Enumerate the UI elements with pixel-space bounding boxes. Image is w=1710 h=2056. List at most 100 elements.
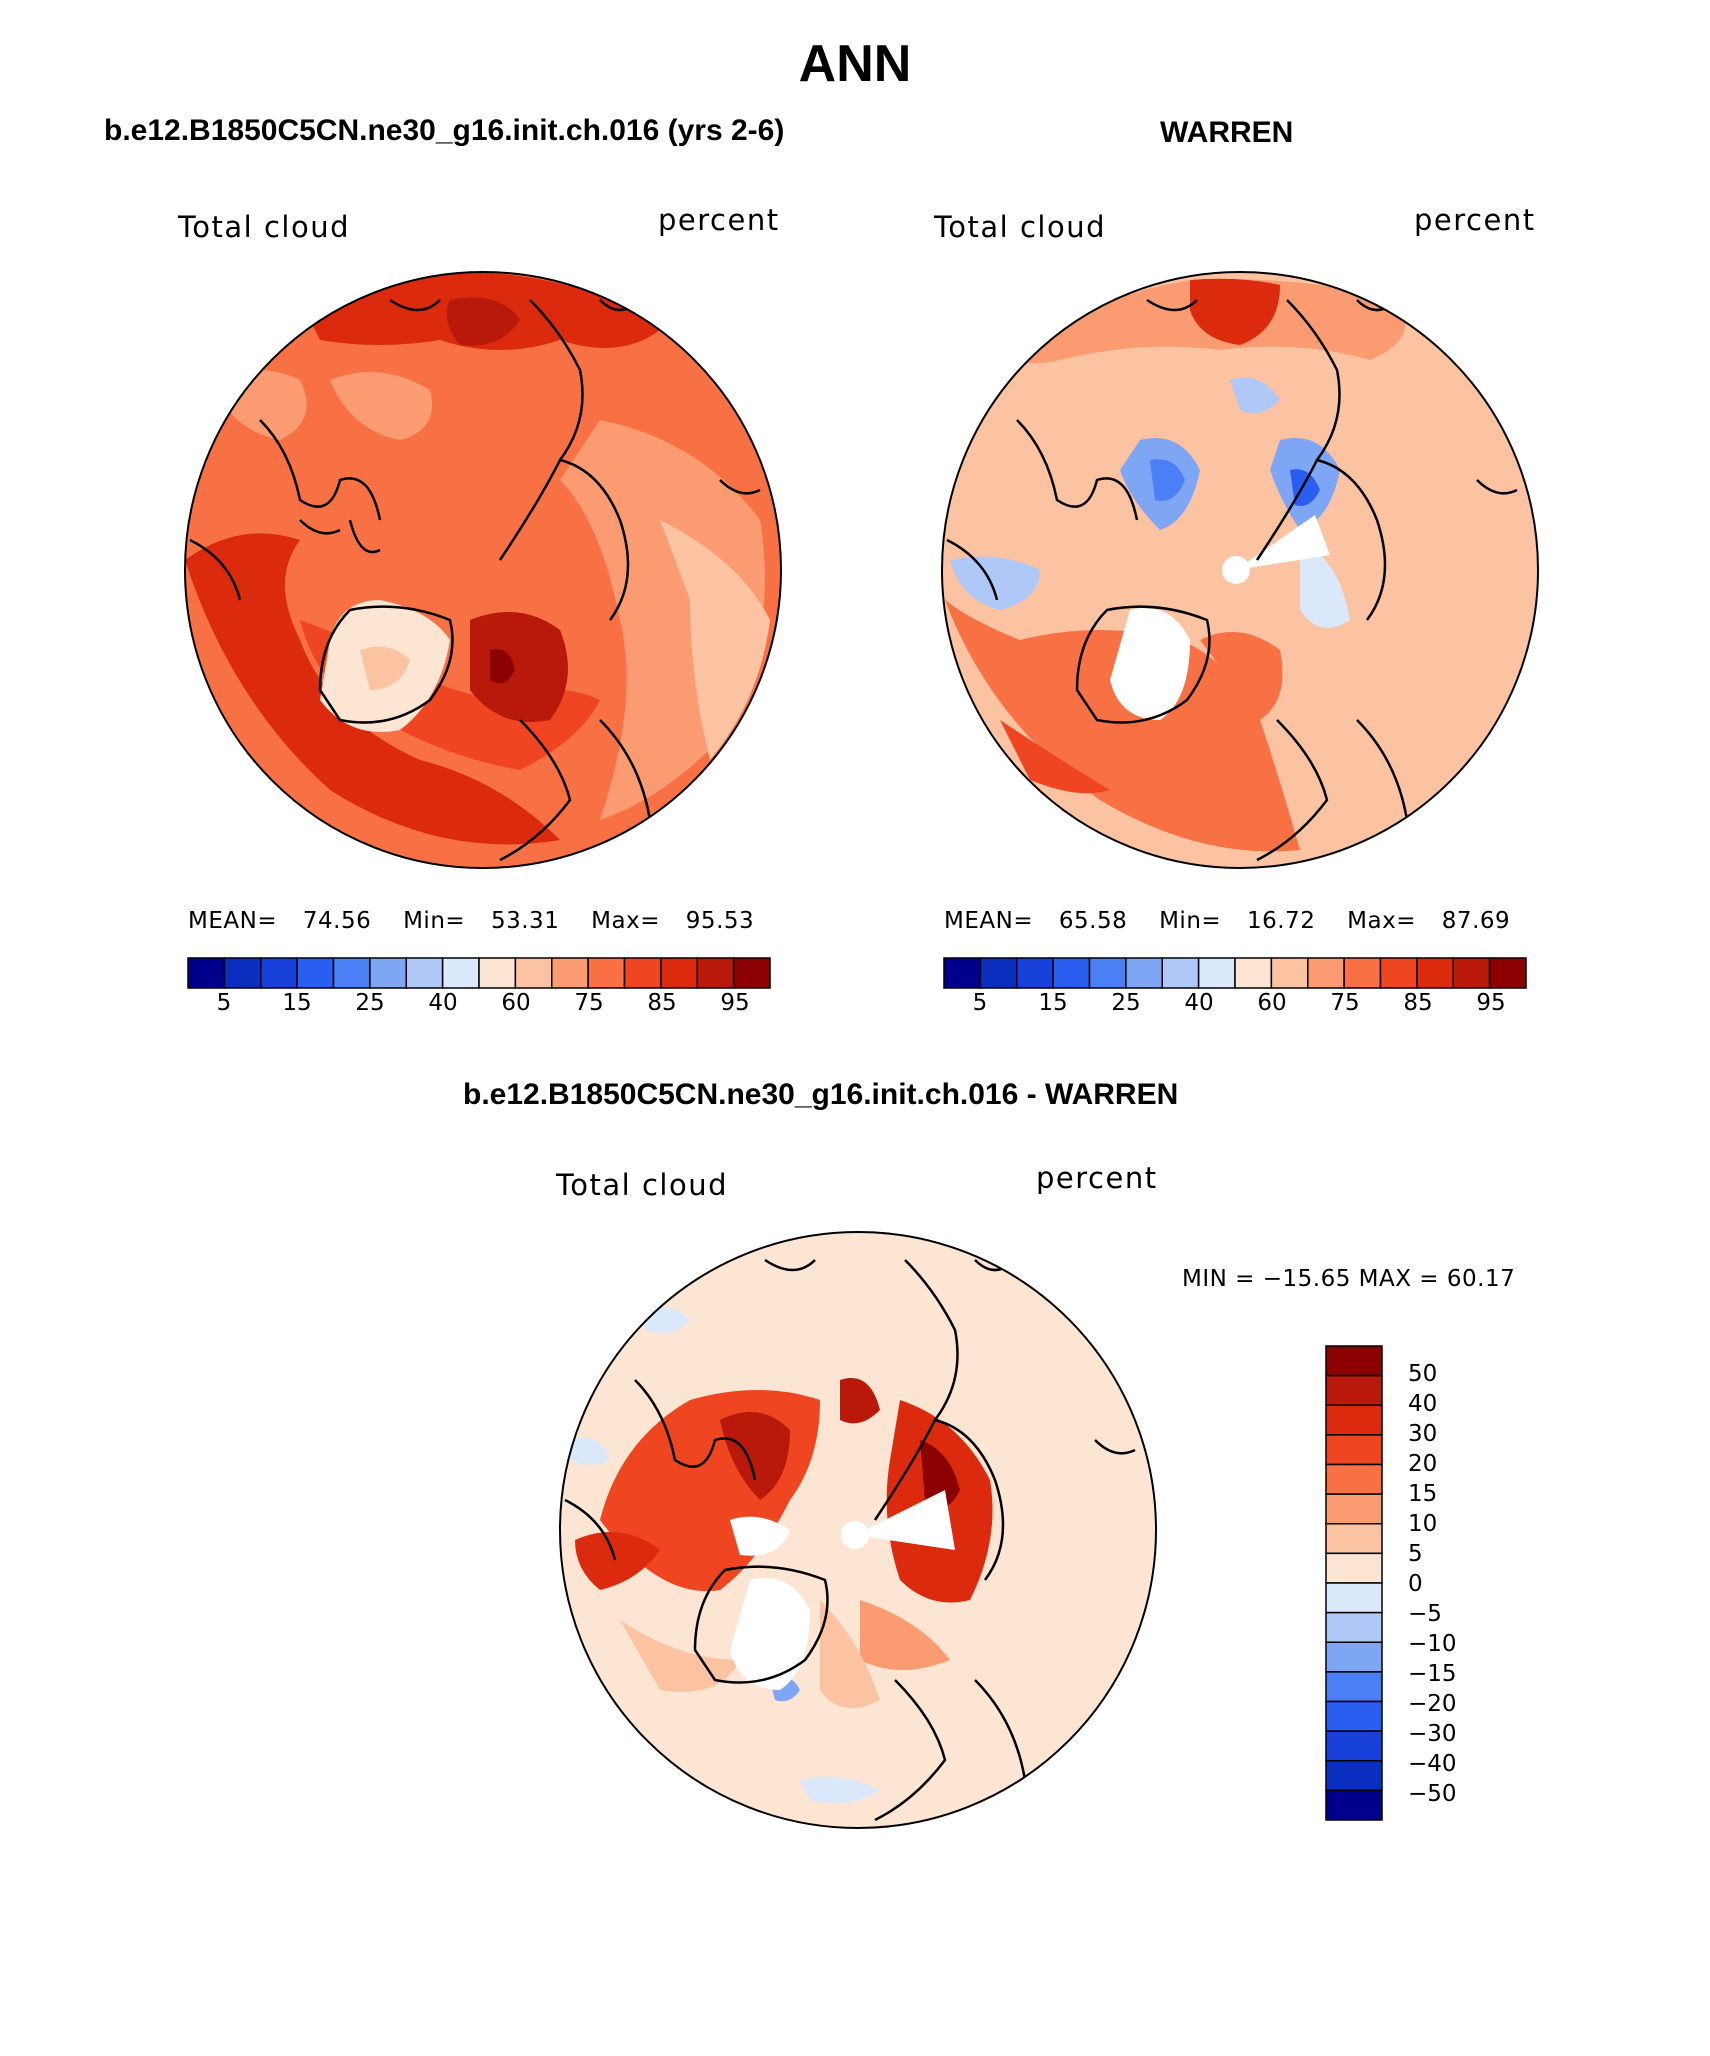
model-units-label: percent: [658, 203, 780, 237]
obs-field-label: Total cloud: [934, 210, 1106, 244]
obs-mean-label: MEAN=: [944, 908, 1034, 934]
colorbar-swatch: [1325, 1374, 1383, 1406]
colorbar-swatch: [369, 957, 407, 989]
obs-tick: 85: [1403, 990, 1433, 1016]
colorbar-swatch: [1197, 957, 1236, 989]
colorbar-swatch: [296, 957, 335, 989]
diff-tick: 15: [1408, 1481, 1438, 1507]
colorbar-swatch: [1325, 1345, 1383, 1377]
obs-tick: 25: [1111, 990, 1141, 1016]
model-tick: 60: [501, 990, 531, 1016]
colorbar-swatch: [1416, 957, 1454, 989]
obs-panel-title: WARREN: [1160, 116, 1294, 149]
colorbar-swatch: [1325, 1700, 1383, 1732]
colorbar-swatch: [1270, 957, 1309, 989]
colorbar-swatch: [1161, 957, 1200, 989]
colorbar-swatch: [732, 957, 771, 989]
obs-tick: 60: [1257, 990, 1287, 1016]
obs-tick: 75: [1330, 990, 1360, 1016]
colorbar-swatch: [1325, 1760, 1383, 1792]
obs-stats: MEAN= 65.58 Min= 16.72 Max= 87.69: [944, 908, 1510, 934]
colorbar-swatch: [1125, 957, 1163, 989]
colorbar-swatch: [1234, 957, 1273, 989]
diff-colorbar-ticks: 50 40 30 20 15 10 5 0 −5 −10 −15 −20 −30…: [1408, 1361, 1488, 1821]
obs-max-label: Max=: [1347, 908, 1416, 934]
colorbar-swatch: [478, 957, 517, 989]
colorbar-swatch: [514, 957, 553, 989]
colorbar-swatch: [405, 957, 444, 989]
diff-stats: MIN = −15.65 MAX = 60.17: [1182, 1266, 1516, 1292]
colorbar-swatch: [1325, 1404, 1383, 1436]
colorbar-swatch: [441, 957, 480, 989]
obs-colorbar-ticks: 5 15 25 40 60 75 85 95: [0, 990, 1710, 1020]
diff-map: [560, 1232, 1156, 1828]
diff-tick: 0: [1408, 1571, 1423, 1597]
model-max-value: 95.53: [685, 908, 755, 934]
model-mean-value: 74.56: [302, 908, 372, 934]
model-panel-title: b.e12.B1850C5CN.ne30_g16.init.ch.016 (yr…: [104, 114, 785, 147]
colorbar-swatch: [979, 957, 1018, 989]
colorbar-swatch: [1325, 1730, 1383, 1762]
model-tick: 75: [574, 990, 604, 1016]
diff-tick: −30: [1408, 1721, 1457, 1747]
model-map-border: [184, 271, 782, 869]
obs-min-value: 16.72: [1246, 908, 1316, 934]
model-colorbar: [187, 957, 771, 989]
diff-tick: −40: [1408, 1751, 1457, 1777]
diff-panel-title: b.e12.B1850C5CN.ne30_g16.init.ch.016 - W…: [463, 1078, 1179, 1111]
model-tick: 85: [647, 990, 677, 1016]
colorbar-swatch: [1088, 957, 1127, 989]
diff-field-label: Total cloud: [556, 1168, 728, 1202]
model-tick: 25: [355, 990, 385, 1016]
obs-mean-value: 65.58: [1058, 908, 1128, 934]
model-tick: 95: [720, 990, 750, 1016]
model-field-label: Total cloud: [178, 210, 350, 244]
colorbar-swatch: [1379, 957, 1418, 989]
colorbar-swatch: [1325, 1523, 1383, 1555]
diff-tick: 50: [1408, 1361, 1438, 1387]
diff-tick: −10: [1408, 1631, 1457, 1657]
colorbar-swatch: [332, 957, 371, 989]
model-mean-label: MEAN=: [188, 908, 278, 934]
model-tick: 15: [282, 990, 312, 1016]
colorbar-swatch: [1325, 1789, 1383, 1821]
colorbar-swatch: [696, 957, 735, 989]
colorbar-swatch: [623, 957, 662, 989]
colorbar-swatch: [1325, 1463, 1383, 1495]
obs-tick: 95: [1476, 990, 1506, 1016]
colorbar-swatch: [1307, 957, 1345, 989]
obs-max-value: 87.69: [1441, 908, 1511, 934]
colorbar-swatch: [187, 957, 226, 989]
colorbar-swatch: [943, 957, 982, 989]
model-tick: 40: [428, 990, 458, 1016]
model-colorbar-ticks: 5 15 25 40 60 75 85 95: [0, 990, 1710, 1020]
diff-tick: 5: [1408, 1541, 1423, 1567]
obs-map-border: [941, 271, 1539, 869]
diff-tick: −20: [1408, 1691, 1457, 1717]
figure-title: ANN: [798, 35, 912, 93]
obs-units-label: percent: [1414, 203, 1536, 237]
diff-tick: −50: [1408, 1781, 1457, 1807]
colorbar-swatch: [1325, 1582, 1383, 1614]
colorbar-swatch: [551, 957, 589, 989]
diff-tick: 30: [1408, 1421, 1438, 1447]
diff-colorbar: [1325, 1345, 1383, 1821]
obs-colorbar: [943, 957, 1527, 989]
colorbar-swatch: [1052, 957, 1091, 989]
diff-tick: −15: [1408, 1661, 1457, 1687]
colorbar-swatch: [1325, 1434, 1383, 1466]
colorbar-swatch: [1325, 1641, 1383, 1673]
model-stats: MEAN= 74.56 Min= 53.31 Max= 95.53: [188, 908, 754, 934]
colorbar-swatch: [660, 957, 698, 989]
colorbar-swatch: [1488, 957, 1527, 989]
diff-tick: 20: [1408, 1451, 1438, 1477]
model-min-value: 53.31: [490, 908, 560, 934]
obs-map: [942, 272, 1538, 868]
obs-min-label: Min=: [1159, 908, 1222, 934]
colorbar-swatch: [1343, 957, 1382, 989]
colorbar-swatch: [223, 957, 262, 989]
colorbar-swatch: [1325, 1611, 1383, 1643]
obs-tick: 15: [1038, 990, 1068, 1016]
colorbar-swatch: [260, 957, 298, 989]
